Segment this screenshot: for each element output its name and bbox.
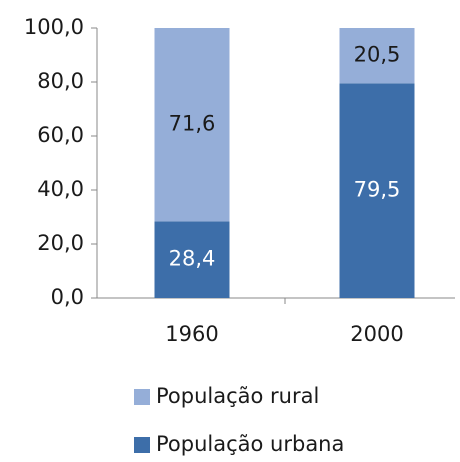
- bar-segment: [339, 83, 415, 298]
- bar-segment: [154, 28, 230, 222]
- y-tick-label: 40,0: [37, 177, 84, 201]
- y-tick-label: 0,0: [51, 285, 84, 309]
- y-tick-label: 60,0: [37, 123, 84, 147]
- y-tick-label: 20,0: [37, 231, 84, 255]
- legend-label: População urbana: [156, 432, 344, 456]
- bar-segment: [339, 28, 415, 84]
- y-tick-label: 100,0: [24, 15, 84, 39]
- legend-swatch: [134, 389, 150, 405]
- value-label: 20,5: [354, 43, 401, 67]
- x-tick-label: 2000: [350, 322, 403, 346]
- legend-label: População rural: [156, 384, 319, 408]
- y-tick-label: 80,0: [37, 69, 84, 93]
- x-tick-label: 1960: [165, 322, 218, 346]
- value-label: 71,6: [169, 112, 216, 136]
- legend-swatch: [134, 437, 150, 453]
- value-label: 28,4: [169, 247, 216, 271]
- value-label: 79,5: [354, 178, 401, 202]
- bar-segment: [154, 221, 230, 298]
